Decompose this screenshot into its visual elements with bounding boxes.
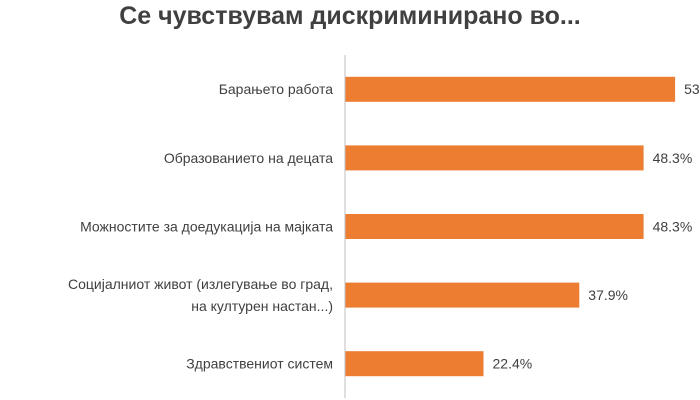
category-label: Барањето работа	[219, 81, 333, 97]
category-label: Образованието на децата	[164, 150, 333, 166]
bar	[345, 282, 580, 308]
bar	[345, 214, 644, 239]
category-label: Можностите за доедукација на мајката	[80, 218, 333, 234]
bar	[345, 145, 644, 171]
bar	[345, 76, 676, 102]
value-label: 37.9%	[588, 287, 628, 303]
value-label: 48.3%	[653, 150, 693, 166]
value-label: 48.3%	[653, 218, 693, 234]
category-label: Социјалниот живот (излегување во град, на…	[68, 276, 333, 314]
chart-title: Се чувствувам дискриминирано во...	[119, 2, 581, 30]
value-label: 53.4%	[684, 81, 700, 97]
category-label: Здравствениот систем	[186, 356, 333, 372]
value-label: 22.4%	[493, 356, 533, 372]
bar	[345, 351, 484, 377]
